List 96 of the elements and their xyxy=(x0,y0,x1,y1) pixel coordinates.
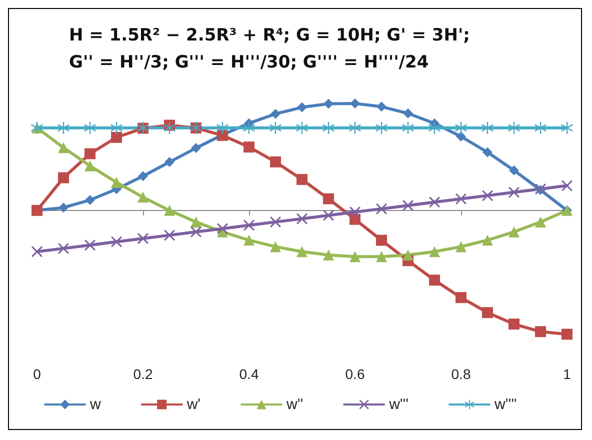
point xyxy=(323,193,334,204)
point xyxy=(164,157,174,168)
point xyxy=(350,206,360,218)
point xyxy=(85,195,95,206)
point xyxy=(561,122,573,134)
point xyxy=(164,230,175,241)
point xyxy=(508,122,520,134)
point xyxy=(111,236,122,248)
point xyxy=(456,241,466,252)
x-tick-label: 0.8 xyxy=(451,366,471,382)
point xyxy=(84,160,96,172)
point xyxy=(190,216,202,228)
point xyxy=(403,108,413,118)
point xyxy=(376,203,387,214)
x-tick-label: 0.2 xyxy=(133,366,153,382)
legend-label: w' xyxy=(186,396,201,413)
point xyxy=(138,233,148,244)
point xyxy=(429,246,440,258)
point xyxy=(482,234,493,246)
point xyxy=(482,122,494,134)
point xyxy=(58,122,70,134)
point xyxy=(402,200,414,211)
point xyxy=(376,102,386,112)
x-tick-label: 1 xyxy=(563,366,572,382)
point xyxy=(296,174,308,185)
point xyxy=(164,204,175,216)
point xyxy=(456,193,466,204)
chart-title: H = 1.5R² − 2.5R³ + R⁴; G = 10H; G' = 3H'; G'' = H''/3; G''' = H'''/30; G'''' = H''''/24 xyxy=(69,26,470,72)
point xyxy=(376,234,387,246)
point xyxy=(350,98,360,108)
point xyxy=(350,251,360,262)
point xyxy=(58,242,69,254)
point xyxy=(190,226,202,238)
legend-label: w'' xyxy=(286,396,304,413)
point xyxy=(110,122,122,134)
point xyxy=(562,328,572,340)
point xyxy=(270,216,281,228)
point xyxy=(191,143,201,154)
point xyxy=(243,122,255,134)
point xyxy=(322,122,334,134)
point xyxy=(428,122,440,134)
point xyxy=(296,122,308,134)
x-tick-label: 0 xyxy=(33,366,42,382)
point xyxy=(270,122,282,134)
point xyxy=(296,213,308,224)
point xyxy=(111,176,122,188)
point xyxy=(58,172,69,184)
x-tick-label: 0.6 xyxy=(345,366,365,382)
point xyxy=(402,122,414,134)
point xyxy=(244,142,254,153)
point xyxy=(482,147,492,158)
x-tick-label: 0.4 xyxy=(239,366,259,382)
point xyxy=(456,292,466,304)
point xyxy=(84,148,96,160)
legend-label: w'''' xyxy=(494,396,517,413)
point xyxy=(217,223,228,234)
point xyxy=(508,186,520,198)
point xyxy=(402,250,414,260)
point xyxy=(455,122,467,134)
point xyxy=(296,246,308,258)
point xyxy=(58,142,69,154)
point xyxy=(508,318,520,330)
point xyxy=(349,122,361,134)
point xyxy=(32,246,42,258)
point xyxy=(84,240,96,251)
point xyxy=(323,250,334,260)
point xyxy=(482,307,493,318)
point xyxy=(84,122,96,134)
point xyxy=(508,226,520,238)
point xyxy=(429,196,440,208)
point xyxy=(138,171,148,182)
point xyxy=(216,122,228,134)
point xyxy=(534,122,546,134)
point xyxy=(482,190,493,202)
legend-label: w''' xyxy=(388,396,409,413)
point xyxy=(244,220,254,231)
point xyxy=(324,98,334,109)
point xyxy=(323,210,334,221)
point xyxy=(535,326,546,338)
point xyxy=(244,234,254,246)
point xyxy=(270,241,281,252)
point xyxy=(509,165,519,176)
point xyxy=(58,202,68,213)
point xyxy=(164,122,176,134)
point xyxy=(376,122,388,134)
point xyxy=(297,102,307,112)
point xyxy=(535,216,546,228)
point xyxy=(456,132,466,142)
point xyxy=(138,192,148,203)
point xyxy=(111,132,122,143)
point xyxy=(270,108,280,119)
point xyxy=(270,156,281,168)
point xyxy=(376,251,387,262)
legend-label: w xyxy=(89,396,101,413)
point xyxy=(562,180,572,192)
point xyxy=(429,274,440,286)
